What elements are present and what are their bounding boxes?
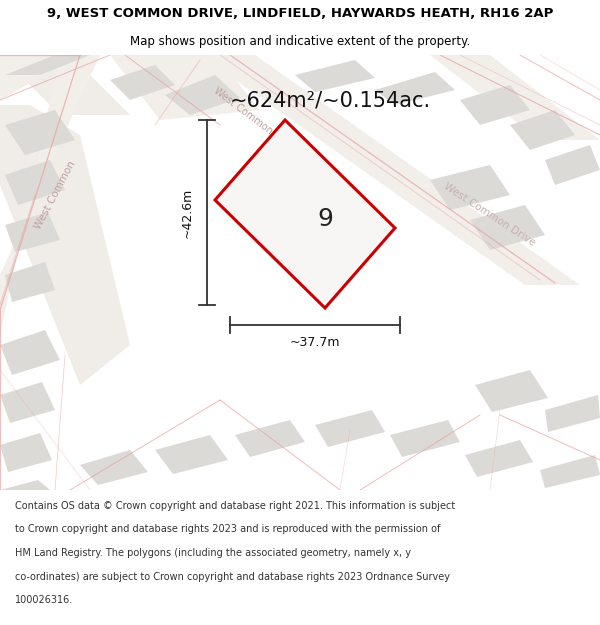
Polygon shape (475, 370, 548, 412)
Text: Contains OS data © Crown copyright and database right 2021. This information is : Contains OS data © Crown copyright and d… (15, 501, 455, 511)
Polygon shape (80, 450, 148, 485)
Polygon shape (295, 60, 375, 92)
Polygon shape (465, 440, 533, 477)
Text: West Common: West Common (33, 159, 77, 231)
Text: 100026316.: 100026316. (15, 595, 73, 605)
Polygon shape (390, 420, 460, 457)
Text: West Common Drive: West Common Drive (212, 86, 298, 154)
Polygon shape (375, 72, 455, 105)
Polygon shape (5, 55, 90, 75)
Polygon shape (0, 382, 55, 423)
Polygon shape (285, 212, 340, 250)
Polygon shape (110, 55, 260, 120)
Polygon shape (0, 480, 50, 490)
Polygon shape (0, 55, 130, 115)
Polygon shape (0, 105, 130, 385)
Polygon shape (545, 145, 600, 185)
Text: ~42.6m: ~42.6m (181, 188, 193, 238)
Polygon shape (5, 160, 65, 205)
Polygon shape (110, 65, 175, 100)
Polygon shape (5, 212, 60, 252)
Polygon shape (315, 410, 385, 447)
Text: ~37.7m: ~37.7m (290, 336, 340, 349)
Polygon shape (155, 435, 228, 474)
Text: Map shows position and indicative extent of the property.: Map shows position and indicative extent… (130, 35, 470, 48)
Polygon shape (0, 433, 52, 472)
Polygon shape (200, 55, 580, 285)
Polygon shape (235, 420, 305, 457)
Polygon shape (215, 120, 395, 308)
Polygon shape (540, 455, 600, 488)
Polygon shape (430, 55, 600, 140)
Polygon shape (165, 75, 240, 115)
Text: 9: 9 (317, 207, 333, 231)
Text: HM Land Registry. The polygons (including the associated geometry, namely x, y: HM Land Registry. The polygons (includin… (15, 548, 411, 558)
Polygon shape (5, 110, 75, 155)
Polygon shape (0, 55, 100, 335)
Text: 9, WEST COMMON DRIVE, LINDFIELD, HAYWARDS HEATH, RH16 2AP: 9, WEST COMMON DRIVE, LINDFIELD, HAYWARD… (47, 8, 553, 20)
Polygon shape (460, 85, 530, 125)
Polygon shape (5, 262, 55, 302)
Text: to Crown copyright and database rights 2023 and is reproduced with the permissio: to Crown copyright and database rights 2… (15, 524, 440, 534)
Text: co-ordinates) are subject to Crown copyright and database rights 2023 Ordnance S: co-ordinates) are subject to Crown copyr… (15, 572, 450, 582)
Polygon shape (470, 205, 545, 250)
Polygon shape (0, 55, 80, 100)
Polygon shape (0, 330, 60, 375)
Polygon shape (245, 165, 315, 210)
Polygon shape (510, 110, 575, 150)
Text: West Common Drive: West Common Drive (442, 182, 538, 248)
Polygon shape (545, 395, 600, 432)
Polygon shape (430, 165, 510, 210)
Text: ~624m²/~0.154ac.: ~624m²/~0.154ac. (229, 90, 431, 110)
